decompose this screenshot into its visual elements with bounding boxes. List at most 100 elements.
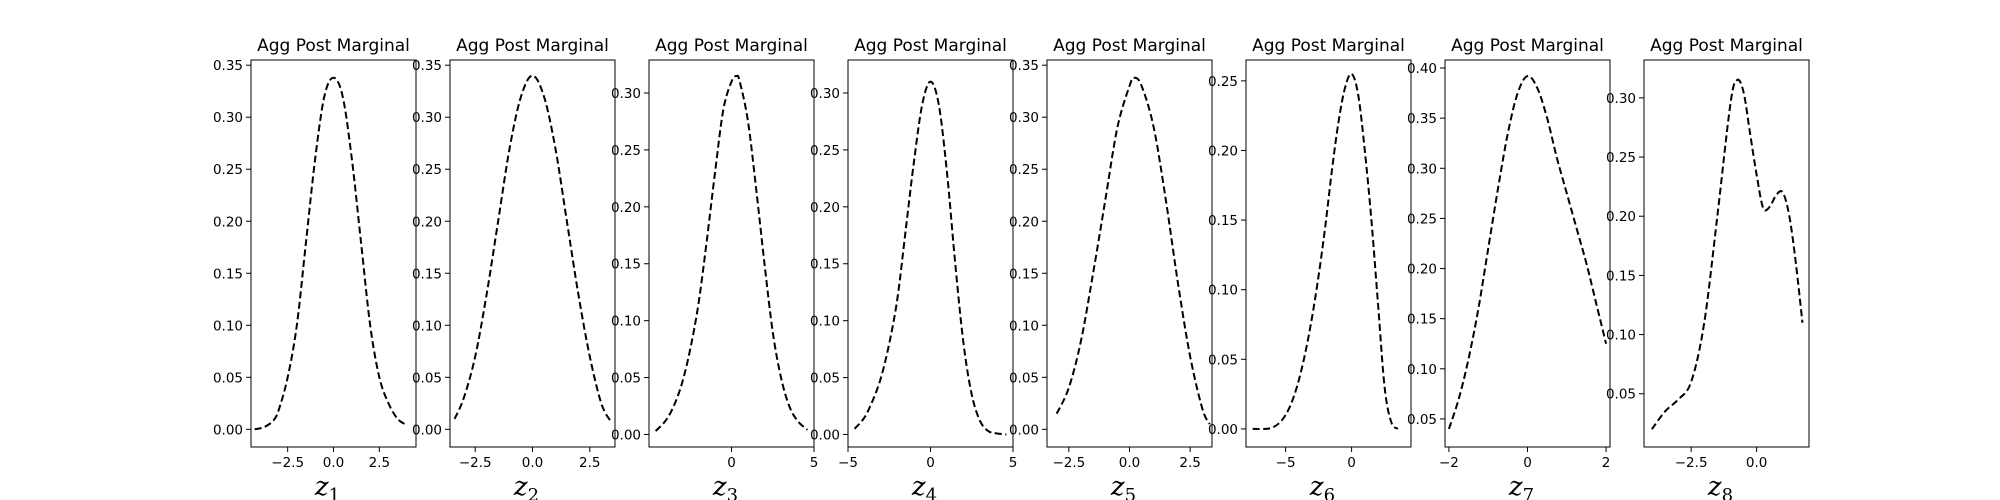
y-tick-label-3-5: 0.25 xyxy=(611,143,641,159)
x-axis-label-subscript-4: 4 xyxy=(926,485,937,500)
y-tick-label-5-1: 0.05 xyxy=(1009,370,1039,386)
x-axis-label-subscript-2: 2 xyxy=(528,485,539,500)
chart-title-2: Agg Post Marginal xyxy=(456,36,609,56)
x-axis-label-2: z2 xyxy=(513,472,539,500)
chart-title-4: Agg Post Marginal xyxy=(854,36,1007,56)
plot-frame-2 xyxy=(449,59,616,448)
x-tick-label-5-2: 2.5 xyxy=(1179,455,1200,471)
chart-title-7: Agg Post Marginal xyxy=(1451,36,1604,56)
y-tick-label-5-4: 0.20 xyxy=(1009,214,1039,230)
y-tick-label-2-2: 0.10 xyxy=(412,318,442,334)
x-tick-label-1-1: 0.0 xyxy=(323,455,344,471)
y-tick-label-7-0: 0.05 xyxy=(1407,412,1437,428)
x-tick-label-6-1: 0 xyxy=(1347,455,1356,471)
chart-title-3: Agg Post Marginal xyxy=(655,36,808,56)
y-tick-label-3-1: 0.05 xyxy=(611,371,641,387)
y-tick-label-6-2: 0.10 xyxy=(1208,283,1238,299)
y-tick-label-5-2: 0.10 xyxy=(1009,318,1039,334)
subplot-8: Agg Post Marginal 0.05 0.10 0.15 0.20 0.25 0.3… xyxy=(1606,36,1810,500)
y-tick-label-7-1: 0.10 xyxy=(1407,362,1437,378)
y-tick-label-7-2: 0.15 xyxy=(1407,312,1437,328)
y-tick-label-5-0: 0.00 xyxy=(1009,422,1039,438)
y-tick-label-1-4: 0.20 xyxy=(213,214,243,230)
y-tick-label-3-4: 0.20 xyxy=(611,200,641,216)
density-line-3 xyxy=(654,74,809,432)
y-tick-label-4-0: 0.00 xyxy=(810,427,840,443)
x-axis-label-4: z4 xyxy=(911,472,937,500)
x-axis-label-base-5: z xyxy=(1110,472,1125,500)
x-axis-label-3: z3 xyxy=(712,472,738,500)
x-axis-label-subscript-3: 3 xyxy=(727,485,738,500)
plot-frame-1 xyxy=(250,59,417,448)
y-tick-label-2-5: 0.25 xyxy=(412,162,442,178)
plot-frame-7 xyxy=(1444,59,1611,448)
x-axis-label-base-2: z xyxy=(513,472,528,500)
x-axis-label-base-4: z xyxy=(911,472,926,500)
plot-frame-8 xyxy=(1643,59,1810,448)
chart-title-8: Agg Post Marginal xyxy=(1650,36,1803,56)
chart-title-1: Agg Post Marginal xyxy=(257,36,410,56)
x-axis-label-subscript-5: 5 xyxy=(1125,485,1136,500)
plot-frame-6 xyxy=(1245,59,1412,448)
density-line-6 xyxy=(1252,72,1399,431)
y-tick-label-1-3: 0.15 xyxy=(213,266,243,282)
x-axis-label-base-8: z xyxy=(1707,472,1722,500)
plot-frame-3 xyxy=(648,59,815,448)
y-tick-label-2-7: 0.35 xyxy=(412,58,442,74)
subplot-7: Agg Post Marginal 0.05 0.10 0.15 0.20 0.25 0.3… xyxy=(1407,36,1611,500)
y-tick-label-4-5: 0.25 xyxy=(810,143,840,159)
y-tick-label-8-1: 0.10 xyxy=(1606,328,1636,344)
x-axis-label-base-6: z xyxy=(1309,472,1324,500)
subplot-5: Agg Post Marginal0.000.050.100.150.200.2… xyxy=(1009,36,1213,500)
y-tick-label-8-5: 0.30 xyxy=(1606,91,1636,107)
plot-frame-5 xyxy=(1046,59,1213,448)
y-tick-label-4-3: 0.15 xyxy=(810,257,840,273)
y-tick-label-6-3: 0.15 xyxy=(1208,213,1238,229)
y-tick-label-2-6: 0.30 xyxy=(412,110,442,126)
y-tick-label-7-6: 0.35 xyxy=(1407,111,1437,127)
y-tick-label-6-5: 0.25 xyxy=(1208,74,1238,90)
density-line-2 xyxy=(453,74,612,422)
density-line-1 xyxy=(254,76,408,431)
y-tick-label-5-7: 0.35 xyxy=(1009,58,1039,74)
x-tick-label-2-1: 0.0 xyxy=(522,455,543,471)
x-axis-label-base-1: z xyxy=(314,472,329,500)
y-tick-label-7-4: 0.25 xyxy=(1407,211,1437,227)
chart-title-5: Agg Post Marginal xyxy=(1053,36,1206,56)
y-tick-label-3-3: 0.15 xyxy=(611,257,641,273)
chart-title-6: Agg Post Marginal xyxy=(1252,36,1405,56)
y-tick-label-3-6: 0.30 xyxy=(611,86,641,102)
y-tick-label-8-4: 0.25 xyxy=(1606,150,1636,166)
y-tick-label-2-0: 0.00 xyxy=(412,422,442,438)
x-axis-label-base-7: z xyxy=(1508,472,1523,500)
y-tick-label-6-4: 0.20 xyxy=(1208,143,1238,159)
x-tick-label-7-1: 0 xyxy=(1523,455,1532,471)
y-tick-label-8-3: 0.20 xyxy=(1606,209,1636,225)
x-axis-label-5: z5 xyxy=(1110,472,1136,500)
x-tick-label-5-1: 0.0 xyxy=(1119,455,1140,471)
subplot-6: Agg Post Marginal 0.00 0.05 0.10 0.15 0.20 0.2… xyxy=(1208,36,1412,500)
y-tick-label-1-6: 0.30 xyxy=(213,110,243,126)
x-axis-label-8: z8 xyxy=(1707,472,1733,500)
y-tick-label-8-2: 0.15 xyxy=(1606,268,1636,284)
y-tick-label-5-6: 0.30 xyxy=(1009,110,1039,126)
y-tick-label-2-1: 0.05 xyxy=(412,370,442,386)
x-axis-label-subscript-8: 8 xyxy=(1722,485,1733,500)
y-tick-label-1-1: 0.05 xyxy=(213,370,243,386)
y-tick-label-5-3: 0.15 xyxy=(1009,266,1039,282)
y-tick-label-7-3: 0.20 xyxy=(1407,262,1437,278)
y-tick-label-7-7: 0.40 xyxy=(1407,61,1437,77)
x-tick-label-1-0: −2.5 xyxy=(271,455,304,471)
y-tick-label-3-0: 0.00 xyxy=(611,427,641,443)
y-tick-label-1-2: 0.10 xyxy=(213,318,243,334)
x-tick-label-3-1: 5 xyxy=(810,455,819,471)
density-line-8 xyxy=(1651,78,1804,430)
density-line-4 xyxy=(853,80,1007,436)
y-tick-label-4-4: 0.20 xyxy=(810,200,840,216)
y-tick-label-2-4: 0.20 xyxy=(412,214,442,230)
x-axis-label-1: z1 xyxy=(314,472,340,500)
plot-frame-4 xyxy=(847,59,1014,448)
x-tick-label-5-0: −2.5 xyxy=(1052,455,1085,471)
x-axis-label-subscript-6: 6 xyxy=(1324,485,1335,500)
